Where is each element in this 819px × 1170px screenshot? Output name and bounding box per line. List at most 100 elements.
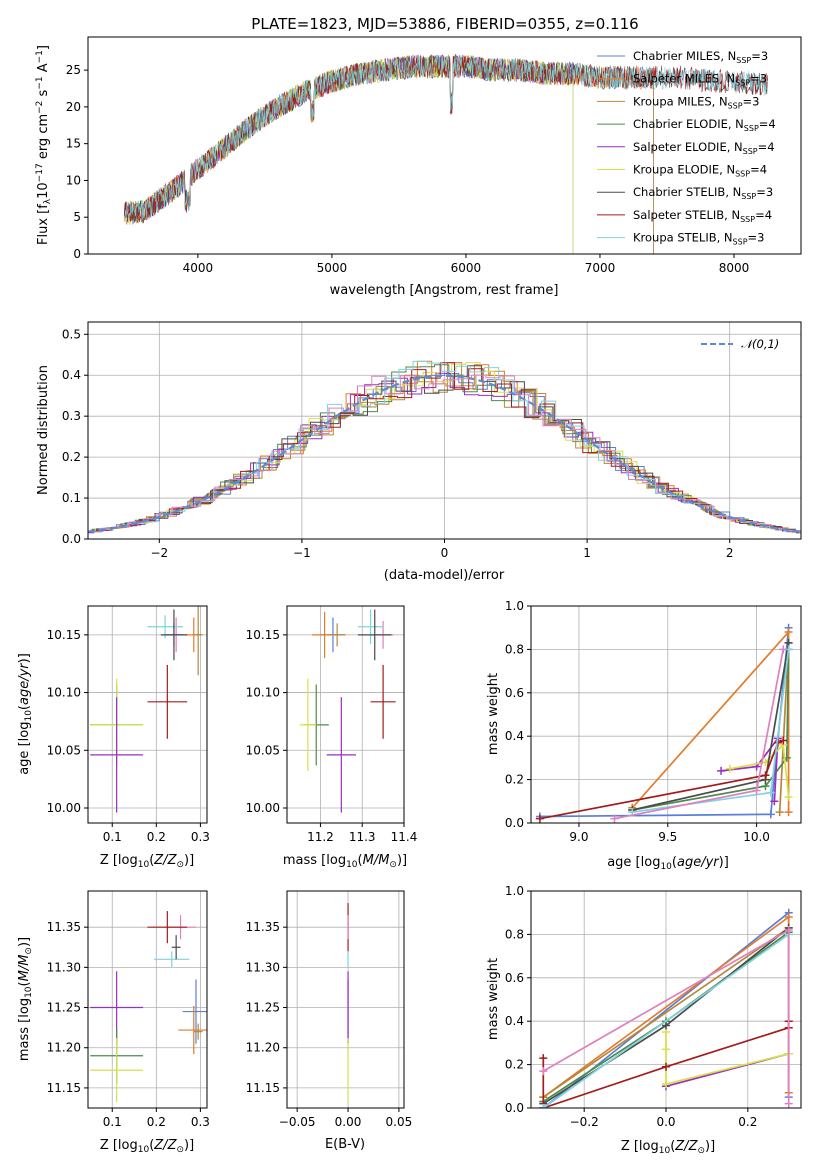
weight-point-marker bbox=[779, 736, 788, 745]
weight-point-marker bbox=[784, 792, 793, 801]
weight-point-marker bbox=[662, 1045, 670, 1054]
mass-vs-ebv-axes-frame bbox=[286, 890, 405, 1109]
weight-point-marker bbox=[662, 1080, 670, 1089]
weight-point-marker bbox=[752, 786, 761, 795]
y-tick-label: 10.05 bbox=[47, 743, 81, 757]
y-tick-label: 10.00 bbox=[246, 801, 280, 815]
x-tick-label: 11.4 bbox=[391, 830, 418, 844]
x-tick-label: −2 bbox=[150, 546, 168, 560]
legend-label: Chabrier MILES, NSSP=3 bbox=[633, 49, 768, 65]
weight-series-line bbox=[539, 739, 784, 820]
weight-point-marker bbox=[784, 628, 793, 637]
weight-point-marker bbox=[717, 766, 726, 775]
weight-point-marker bbox=[779, 645, 788, 654]
y-tick-label: 11.25 bbox=[47, 1001, 81, 1015]
x-tick-label: 5000 bbox=[317, 261, 348, 275]
y-tick-label: 11.20 bbox=[246, 1041, 280, 1055]
residual-histogram-step bbox=[88, 374, 801, 534]
weight-point-marker bbox=[535, 814, 544, 823]
x-tick-label: 0.3 bbox=[191, 830, 210, 844]
y-tick-label: 0.2 bbox=[62, 450, 81, 464]
x-tick-label: 0.2 bbox=[147, 830, 166, 844]
y-tick-label: 10 bbox=[66, 173, 81, 187]
y-tick-label: 15 bbox=[66, 137, 81, 151]
mass-vs-ebv-panel: −0.05 0.00 0.05 11.15 11.20 11.25 11.30 11.35 E… bbox=[246, 890, 413, 1152]
y-tick-label: 0.1 bbox=[62, 491, 81, 505]
weight-point-marker bbox=[761, 771, 770, 780]
normal-legend-label: 𝒩(0,1) bbox=[741, 337, 779, 351]
x-tick-label: 0.3 bbox=[191, 1115, 210, 1129]
x-tick-label: 9.5 bbox=[658, 830, 677, 844]
spectrum-series-line bbox=[123, 54, 768, 223]
age-vs-z-ylabel: age [log10(age/yr)] bbox=[17, 653, 34, 775]
mass-vs-z-ylabel: mass [log10(M/M⊙)] bbox=[17, 937, 34, 1061]
x-tick-label: 0.2 bbox=[147, 1115, 166, 1129]
x-tick-label: 4000 bbox=[183, 261, 214, 275]
mass-vs-ebv-xlabel: E(B-V) bbox=[325, 1137, 365, 1152]
mass-vs-z-panel: 0.1 0.2 0.3 11.15 11.20 11.25 11.30 11.35 Z [lo… bbox=[17, 890, 210, 1155]
weight-vs-age-panel: 9.0 9.5 10.0 0.0 0.2 0.4 0.6 0.8 1.0 age [log10(… bbox=[486, 599, 802, 872]
y-tick-label: 11.20 bbox=[47, 1041, 81, 1055]
weight-point-marker bbox=[784, 913, 793, 922]
y-tick-label: 0.6 bbox=[505, 971, 524, 985]
x-tick-label: 0.2 bbox=[738, 1115, 757, 1129]
y-tick-label: 1.0 bbox=[505, 884, 524, 898]
x-tick-label: 0.05 bbox=[386, 1115, 413, 1129]
mass-vs-z-axes-frame bbox=[87, 890, 208, 1109]
weight-point-marker bbox=[725, 764, 734, 773]
weight-point-marker bbox=[610, 814, 619, 823]
x-tick-label: −0.2 bbox=[570, 1115, 599, 1129]
spectrum-xlabel: wavelength [Angstrom, rest frame] bbox=[330, 283, 559, 298]
y-tick-label: 11.35 bbox=[246, 920, 280, 934]
legend-label: Salpeter STELIB, NSSP=4 bbox=[633, 208, 772, 224]
weight-vs-age-xlabel: age [log10(age/yr)] bbox=[607, 855, 729, 872]
age-vs-mass-axes-frame bbox=[286, 605, 405, 824]
weight-point-marker bbox=[766, 810, 775, 819]
weight-point-marker bbox=[770, 797, 779, 806]
weight-point-marker bbox=[784, 926, 793, 935]
y-tick-label: 25 bbox=[66, 63, 81, 77]
x-tick-label: 9.0 bbox=[569, 830, 588, 844]
legend-label: Kroupa ELODIE, NSSP=4 bbox=[633, 163, 767, 179]
x-tick-label: 11.3 bbox=[349, 830, 376, 844]
y-tick-label: 0.0 bbox=[505, 816, 524, 830]
weight-vs-age-axes-frame bbox=[530, 605, 802, 824]
residuals-panel: −2 −1 0 1 2 0.0 0.1 0.2 0.3 0.4 0.5 (data-model)/e… bbox=[36, 321, 802, 583]
age-vs-mass-xlabel: mass [log10(M/M⊙)] bbox=[283, 853, 407, 870]
legend-label: Chabrier ELODIE, NSSP=4 bbox=[633, 117, 776, 133]
weight-point-marker bbox=[539, 1104, 548, 1108]
spectrum-panel: 4000 5000 6000 7000 8000 0 5 10 15 20 25 wavelengt… bbox=[35, 36, 802, 298]
weight-point-marker bbox=[766, 788, 775, 797]
x-tick-label: −0.05 bbox=[279, 1115, 316, 1129]
y-tick-label: 11.25 bbox=[246, 1001, 280, 1015]
weight-point-marker bbox=[662, 1021, 670, 1030]
legend-label: Salpeter ELODIE, NSSP=4 bbox=[633, 140, 775, 156]
weight-series-line bbox=[542, 927, 790, 1098]
y-tick-label: 0.4 bbox=[505, 729, 524, 743]
x-tick-label: 11.2 bbox=[307, 830, 334, 844]
y-tick-label: 0.6 bbox=[505, 686, 524, 700]
spectrum-series-line bbox=[123, 54, 574, 254]
weight-point-marker bbox=[539, 1067, 548, 1076]
x-tick-label: 6000 bbox=[451, 261, 482, 275]
x-tick-label: 1 bbox=[583, 546, 591, 560]
y-tick-label: 0.0 bbox=[505, 1101, 524, 1115]
age-vs-z-panel: 0.1 0.2 0.3 10.00 10.05 10.10 10.15 Z [log10(Z… bbox=[17, 605, 210, 870]
spectrum-series-line bbox=[123, 54, 654, 254]
legend-label: Kroupa STELIB, NSSP=3 bbox=[633, 231, 764, 247]
y-tick-label: 0.2 bbox=[505, 773, 524, 787]
y-tick-label: 10.00 bbox=[47, 801, 81, 815]
y-tick-label: 5 bbox=[73, 210, 81, 224]
y-tick-label: 11.30 bbox=[47, 960, 81, 974]
weight-point-marker bbox=[784, 808, 793, 817]
residuals-ylabel: Normed distribution bbox=[36, 365, 51, 495]
spectrum-series-line bbox=[123, 55, 654, 254]
y-tick-label: 0 bbox=[73, 247, 81, 261]
weight-point-marker bbox=[775, 808, 784, 817]
normal-curve bbox=[88, 374, 801, 533]
x-tick-label: 7000 bbox=[585, 261, 616, 275]
chart-title: PLATE=1823, MJD=53886, FIBERID=0355, z=0… bbox=[251, 15, 638, 33]
spectrum-ylabel: Flux [fλ10−17 erg cm−2 s−1 A−1] bbox=[35, 45, 53, 245]
weight-vs-z-ylabel: mass weight bbox=[486, 958, 501, 1040]
legend-label: Salpeter MILES, NSSP=3 bbox=[633, 72, 767, 88]
